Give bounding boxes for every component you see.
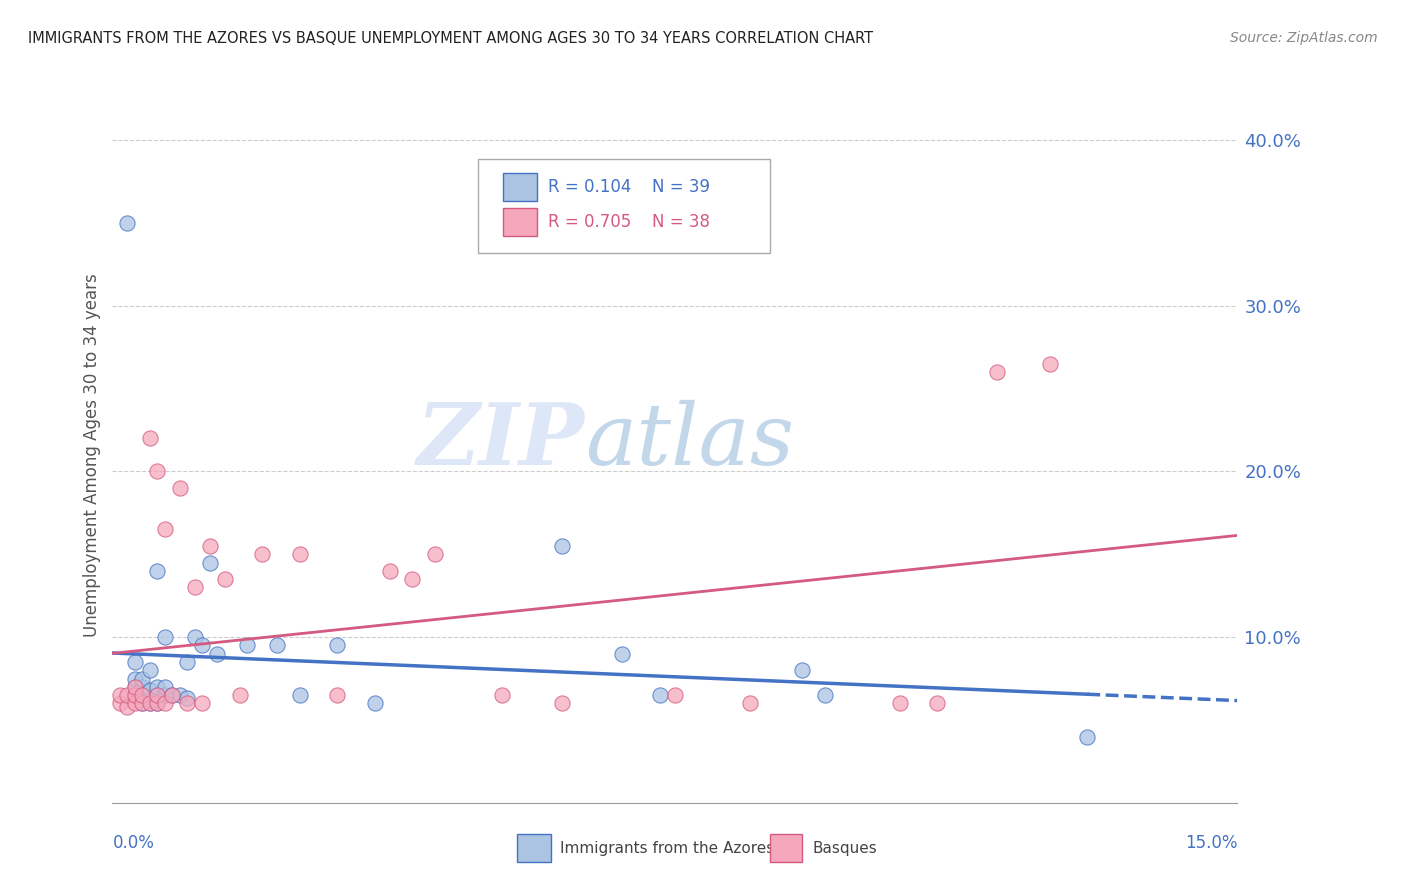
Point xyxy=(153,680,176,694)
Point xyxy=(131,680,153,694)
Point xyxy=(184,581,207,595)
Point xyxy=(664,688,686,702)
Point xyxy=(131,688,153,702)
Text: 15.0%: 15.0% xyxy=(1185,834,1237,852)
Point xyxy=(124,672,146,686)
Point xyxy=(612,647,634,661)
Point xyxy=(214,572,236,586)
Point xyxy=(153,688,176,702)
Point xyxy=(139,663,162,677)
Point xyxy=(648,688,671,702)
Text: IMMIGRANTS FROM THE AZORES VS BASQUE UNEMPLOYMENT AMONG AGES 30 TO 34 YEARS CORR: IMMIGRANTS FROM THE AZORES VS BASQUE UNE… xyxy=(28,31,873,46)
Point xyxy=(146,680,169,694)
Point xyxy=(326,639,349,653)
Point xyxy=(108,697,131,711)
Text: N = 39: N = 39 xyxy=(652,178,710,196)
Text: atlas: atlas xyxy=(585,400,794,483)
Text: Immigrants from the Azores: Immigrants from the Azores xyxy=(560,840,775,855)
Point xyxy=(146,688,169,702)
Text: Basques: Basques xyxy=(813,840,877,855)
Point xyxy=(131,672,153,686)
Point xyxy=(139,431,162,445)
Point xyxy=(117,216,139,230)
Point xyxy=(124,688,146,702)
Point xyxy=(139,697,162,711)
FancyBboxPatch shape xyxy=(478,159,770,253)
Point xyxy=(176,697,198,711)
Point xyxy=(491,688,513,702)
Point xyxy=(1076,730,1098,744)
Point xyxy=(198,556,221,570)
Point xyxy=(169,481,191,495)
Point xyxy=(814,688,837,702)
Point xyxy=(146,465,169,479)
Point xyxy=(124,697,146,711)
Point xyxy=(176,655,198,669)
Point xyxy=(266,639,288,653)
Point xyxy=(326,688,349,702)
Point xyxy=(146,697,169,711)
Text: R = 0.705: R = 0.705 xyxy=(548,213,631,231)
Point xyxy=(364,697,387,711)
Bar xyxy=(770,834,801,862)
Bar xyxy=(503,208,537,235)
Point xyxy=(153,523,176,537)
Text: Source: ZipAtlas.com: Source: ZipAtlas.com xyxy=(1230,31,1378,45)
Point xyxy=(401,572,423,586)
Point xyxy=(153,630,176,644)
Point xyxy=(146,697,169,711)
Point xyxy=(792,663,814,677)
Point xyxy=(1039,357,1062,371)
Point xyxy=(146,564,169,578)
Point xyxy=(139,697,162,711)
Text: R = 0.104: R = 0.104 xyxy=(548,178,631,196)
Point xyxy=(229,688,252,702)
Point xyxy=(124,680,146,694)
Text: N = 38: N = 38 xyxy=(652,213,710,231)
Point xyxy=(184,630,207,644)
Point xyxy=(131,697,153,711)
Point xyxy=(889,697,911,711)
Point xyxy=(288,688,311,702)
Point xyxy=(198,539,221,553)
Point xyxy=(162,688,184,702)
Point xyxy=(423,547,446,561)
Point xyxy=(176,691,198,706)
Point xyxy=(162,688,184,702)
Point xyxy=(117,688,139,702)
Point xyxy=(378,564,401,578)
Point xyxy=(252,547,274,561)
Point xyxy=(191,697,214,711)
Point xyxy=(139,693,162,707)
Point xyxy=(207,647,229,661)
Point xyxy=(236,639,259,653)
Point xyxy=(146,688,169,702)
Point xyxy=(551,697,574,711)
Point xyxy=(131,688,153,702)
Point xyxy=(124,655,146,669)
Point xyxy=(191,639,214,653)
Point xyxy=(927,697,949,711)
Point xyxy=(986,365,1008,379)
Point xyxy=(153,697,176,711)
Point xyxy=(139,683,162,698)
Text: 0.0%: 0.0% xyxy=(112,834,155,852)
Y-axis label: Unemployment Among Ages 30 to 34 years: Unemployment Among Ages 30 to 34 years xyxy=(83,273,101,637)
Point xyxy=(551,539,574,553)
Text: ZIP: ZIP xyxy=(418,400,585,483)
Point xyxy=(169,688,191,702)
Point xyxy=(288,547,311,561)
Point xyxy=(738,697,761,711)
Point xyxy=(124,688,146,702)
Bar xyxy=(503,173,537,201)
Point xyxy=(108,688,131,702)
Point xyxy=(124,680,146,694)
Point xyxy=(117,699,139,714)
Bar xyxy=(517,834,551,862)
Point xyxy=(131,697,153,711)
